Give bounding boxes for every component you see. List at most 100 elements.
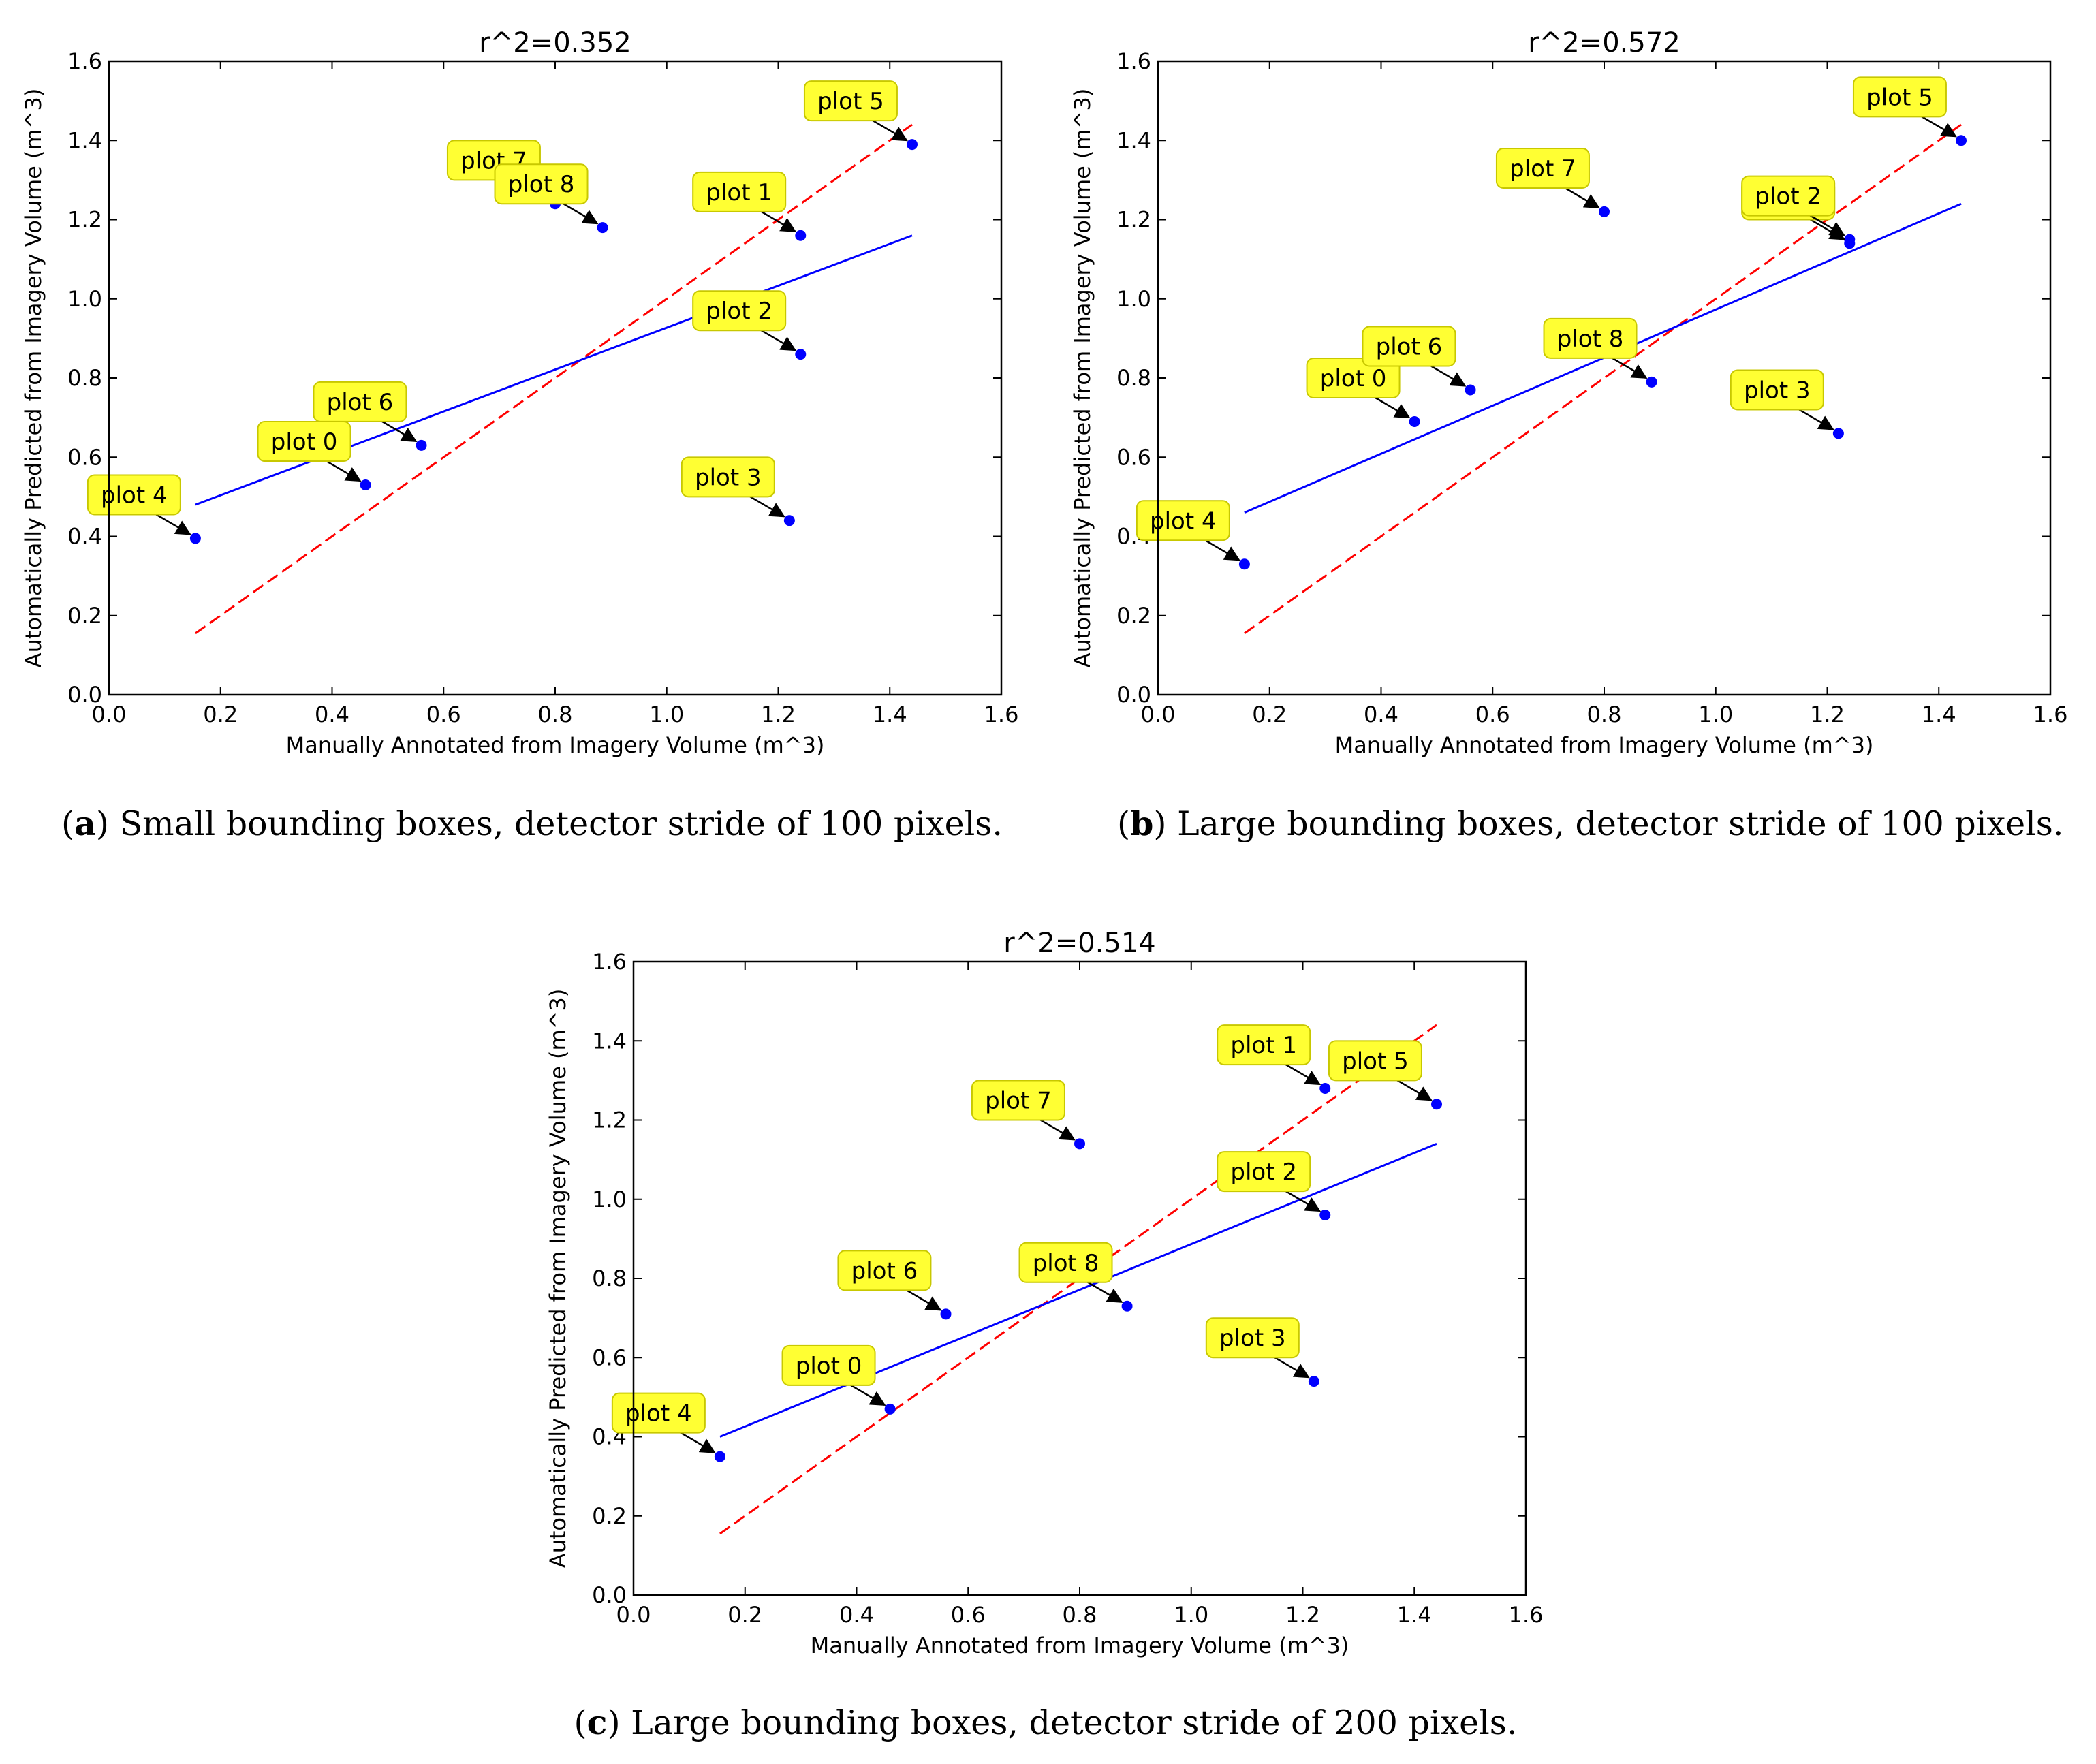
x-tick-label: 0.6 [426,702,461,727]
annotation-box [1730,369,1824,411]
data-point [1121,1300,1133,1312]
annotation-label: plot 2 [1755,183,1821,210]
point-annotation: plot 2 [1217,1151,1321,1212]
data-point [1409,415,1420,427]
annotation-box [494,163,589,205]
plot-frame [1157,60,2052,696]
annotation-box [1018,1242,1113,1283]
caption-letter: c [586,1703,608,1742]
data-point [1956,135,1967,146]
caption-text: Small bounding boxes, detector stride of… [119,804,1003,843]
point-annotation: plot 5 [1852,76,1957,138]
x-tick-label: 1.6 [2033,702,2068,727]
x-axis-label: Manually Annotated from Imagery Volume (… [811,1633,1349,1658]
x-tick-label: 0.8 [538,702,573,727]
x-tick-label: 0.0 [92,702,127,727]
x-tick-label: 1.4 [873,702,907,727]
x-tick-label: 1.0 [1174,1602,1208,1628]
data-point [1599,206,1610,217]
annotation-label: plot 1 [1230,1032,1297,1059]
annotation-label: plot 0 [796,1353,862,1380]
x-tick-label: 1.0 [649,702,684,727]
point-annotation: plot 0 [257,421,362,482]
caption-b: (b) Large bounding boxes, detector strid… [1117,804,2064,843]
y-tick-label: 1.6 [592,949,627,975]
y-tick-label: 1.2 [1116,207,1151,233]
data-point [795,230,807,241]
caption-a: (a) Small bounding boxes, detector strid… [61,804,1003,843]
y-tick-label: 1.4 [1116,127,1151,153]
y-axis-label: Automatically Predicted from Imagery Vol… [1069,89,1095,668]
annotation-label: plot 1 [706,179,772,206]
data-point [907,139,918,151]
x-tick-label: 1.0 [1698,702,1733,727]
y-tick-label: 0.2 [592,1503,627,1529]
point-annotation: plot 3 [681,456,785,518]
x-tick-label: 0.4 [315,702,349,727]
regression-line [195,234,913,506]
regression-line [719,1142,1437,1438]
y-tick-label: 1.4 [67,127,102,153]
data-point [416,439,427,451]
annotation-box [1741,175,1836,217]
y-tick-label: 0.6 [1116,444,1151,470]
annotation-label: plot 5 [1866,84,1933,111]
annotation-label: plot 3 [1744,377,1811,404]
y-tick-label: 0.8 [67,365,102,391]
x-tick-label: 0.6 [951,1602,986,1628]
chart-title: r^2=0.352 [479,27,631,59]
x-tick-label: 1.4 [1922,702,1956,727]
chart-panel-c: r^2=0.514 0.0 0.2 0.4 0.6 0.8 1.0 1.2 1.4 1.6 0.0 0… [525,928,1560,1663]
annotation-label: plot 8 [1557,326,1624,353]
annotation-box [87,474,181,516]
data-point [1319,1210,1331,1220]
point-annotation: plot 8 [1543,317,1648,379]
annotation-box [1306,358,1401,398]
y-tick-label: 0.8 [1116,365,1151,391]
x-tick-label: 0.2 [1252,702,1287,727]
y-tick-label: 1.0 [1116,286,1151,312]
y-tick-label: 1.0 [67,286,102,312]
data-point [1844,234,1856,245]
caption-text: Large bounding boxes, detector stride of… [1177,804,2064,843]
x-axis-label: Manually Annotated from Imagery Volume (… [1335,732,1874,758]
annotation-label: plot 3 [695,464,762,491]
annotation-box [1543,317,1638,359]
y-tick-label: 1.6 [1116,48,1151,74]
annotation-box [1328,1040,1422,1082]
data-point [1238,558,1250,570]
y-tick-label: 0.0 [1116,682,1151,708]
x-tick-label: 1.2 [1285,1602,1320,1628]
point-annotation: plot 1 [1217,1024,1321,1086]
annotation-box [1205,1317,1300,1359]
point-annotation: plot 8 [494,163,599,225]
y-tick-label: 0.0 [592,1582,627,1608]
point-annotation: plot 2 [692,290,797,351]
annotation-label: plot 5 [817,88,884,115]
annotation-label: plot 6 [327,389,394,416]
scatter-chart-a: r^2=0.352 0.0 0.2 0.4 0.6 0.8 1.0 1.2 1.4 1.6 0.0 0… [20,27,1018,758]
y-tick-label: 1.4 [592,1028,627,1054]
data-point [597,222,608,234]
point-annotation: plot 0 [1306,358,1411,419]
chart-panel-b: r^2=0.572 0.0 0.2 0.4 0.6 0.8 1.0 1.2 1.4 1.6 0.0 0… [1049,27,2084,763]
annotation-box [781,1344,876,1386]
annotation-label: plot 4 [625,1400,692,1428]
point-annotation: plot 7 [1495,147,1600,209]
annotation-label: plot 7 [1510,155,1576,183]
chart-panel-a: r^2=0.352 0.0 0.2 0.4 0.6 0.8 1.0 1.2 1.4 1.6 0.0 0… [0,27,1035,763]
annotation-box [837,1250,932,1291]
annotation-box [681,456,775,498]
point-annotation: plot 4 [87,474,191,535]
annotation-label: plot 4 [101,482,168,509]
x-tick-label: 0.8 [1063,1602,1097,1628]
annotation-label: plot 4 [1150,507,1217,535]
x-tick-label: 0.8 [1587,702,1622,727]
x-tick-label: 1.4 [1397,1602,1432,1628]
plot-frame [632,960,1527,1596]
annotation-label: plot 7 [985,1087,1052,1114]
point-annotation: plot 6 [313,381,418,442]
y-axis-label: Automatically Predicted from Imagery Vol… [545,989,571,1569]
data-point [1832,428,1844,439]
point-annotation: plot 6 [1362,326,1467,387]
